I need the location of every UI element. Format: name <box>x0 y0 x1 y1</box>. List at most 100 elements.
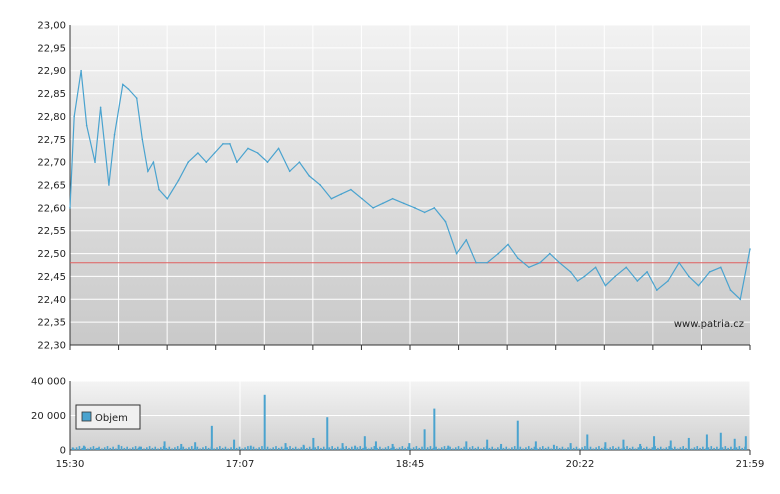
volume-bar-small <box>600 447 603 450</box>
price-point <box>308 175 310 177</box>
volume-bar-small <box>513 446 516 450</box>
volume-bar-small <box>137 447 140 450</box>
volume-bar-small <box>401 446 404 450</box>
price-point <box>187 161 190 163</box>
price-point <box>197 152 199 154</box>
volume-bar-small <box>190 446 193 450</box>
volume-bar-small <box>634 448 637 450</box>
volume-bar-small <box>539 447 541 450</box>
volume-bar-small <box>735 447 738 450</box>
price-point <box>236 161 238 163</box>
volume-bar-small <box>182 446 185 450</box>
price-tick-label: 22,50 <box>37 249 66 260</box>
price-point <box>99 106 102 109</box>
volume-bar <box>744 436 747 450</box>
volume-bar-small <box>550 448 553 450</box>
price-point <box>330 197 333 200</box>
volume-bar-small <box>707 447 710 450</box>
volume-bar-small <box>126 446 128 450</box>
volume-bar-small <box>168 446 171 450</box>
volume-bar-small <box>671 447 673 450</box>
volume-bar-small <box>415 446 418 450</box>
volume-bar-small <box>713 447 715 450</box>
volume-bar-small <box>665 447 668 450</box>
volume-tick-label: 20 000 <box>31 411 66 422</box>
volume-bar-small <box>258 447 260 450</box>
price-point <box>147 170 149 173</box>
volume-bar-small <box>491 446 494 450</box>
price-tick-label: 22,65 <box>37 181 66 192</box>
volume-bar-small <box>235 447 238 450</box>
volume-bar-small <box>561 446 564 450</box>
volume-bar-small <box>480 448 482 450</box>
volume-bar-small <box>390 447 392 450</box>
volume-bar-small <box>252 446 255 450</box>
volume-bar-small <box>188 447 190 450</box>
volume-bar <box>465 441 468 450</box>
volume-bar-small <box>620 448 623 450</box>
price-point <box>141 138 144 141</box>
volume-bar-small <box>241 448 244 450</box>
volume-bar-small <box>592 448 595 450</box>
price-point <box>697 284 700 287</box>
volume-bar-small <box>269 448 272 450</box>
volume-bar <box>687 437 690 450</box>
volume-bar-small <box>165 447 168 450</box>
price-point <box>739 298 742 301</box>
price-tick-label: 22,80 <box>37 112 66 123</box>
volume-bar-small <box>398 447 401 450</box>
volume-bar-small <box>362 447 364 450</box>
price-tick-label: 22,85 <box>37 89 66 100</box>
volume-bar-small <box>572 447 575 450</box>
price-point <box>391 197 394 200</box>
volume-bar-small <box>157 448 159 450</box>
volume-bar-small <box>589 446 592 450</box>
volume-bar <box>669 440 672 450</box>
volume-bar-small <box>460 447 463 450</box>
time-tick-label: 15:30 <box>56 459 85 470</box>
volume-bar-small <box>584 446 586 450</box>
volume-bar <box>719 432 722 450</box>
price-point <box>465 239 468 241</box>
volume-bar-small <box>727 447 729 450</box>
volume-bar-small <box>230 447 232 450</box>
price-point <box>382 202 384 205</box>
volume-bar-small <box>297 448 300 450</box>
watermark-text: www.patria.cz <box>674 319 744 330</box>
volume-bar-small <box>176 446 179 450</box>
volume-bar-small <box>693 447 696 450</box>
volume-bar-small <box>426 447 429 450</box>
volume-bar <box>516 420 519 450</box>
volume-bar-small <box>519 446 522 450</box>
volume-bar-small <box>682 446 685 450</box>
price-point <box>277 147 280 150</box>
price-point <box>604 284 607 287</box>
volume-bar-small <box>286 447 289 450</box>
volume-bar <box>312 437 315 450</box>
price-point <box>414 207 416 209</box>
volume-bar <box>447 445 450 450</box>
volume-bar-small <box>575 446 578 450</box>
legend-label: Objem <box>95 413 128 424</box>
volume-bar-small <box>696 446 699 450</box>
price-point <box>678 261 680 264</box>
volume-bar-small <box>151 447 154 450</box>
price-point <box>614 275 616 278</box>
price-point <box>73 115 75 118</box>
volume-bar <box>486 439 489 450</box>
volume-bar-small <box>393 446 395 450</box>
volume-bar-small <box>606 448 609 450</box>
volume-bar <box>210 425 213 450</box>
volume-bar-small <box>336 446 339 450</box>
volume-bar-small <box>637 447 640 450</box>
volume-bar <box>326 417 329 450</box>
volume-bar-small <box>404 447 406 450</box>
price-point <box>625 266 628 269</box>
volume-bar-small <box>370 447 373 450</box>
volume-bar-small <box>87 448 89 450</box>
volume-bar <box>82 445 85 450</box>
volume-bar <box>249 445 252 450</box>
price-panel: 23,00 22,95 22,90 22,85 22,80 22,75 22,70 22,65… <box>37 21 751 352</box>
price-point <box>122 83 124 86</box>
